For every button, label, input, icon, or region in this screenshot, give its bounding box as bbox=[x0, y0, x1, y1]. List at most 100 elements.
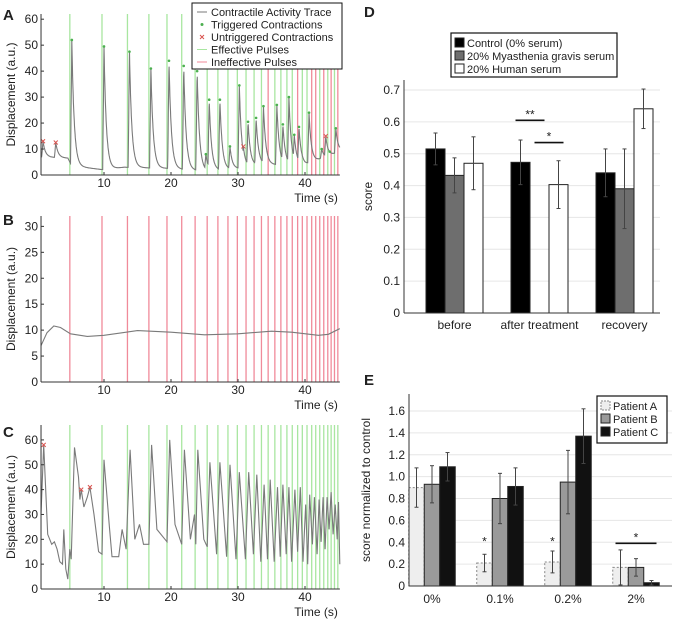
x-axis-label: Time (s) bbox=[294, 605, 338, 619]
legend-label: Untriggered Contractions bbox=[211, 32, 334, 44]
y-tick-label: 10 bbox=[25, 557, 39, 571]
bar bbox=[444, 174, 465, 314]
y-tick-label: 0 bbox=[31, 375, 38, 389]
legend: Control (0% serum)20% Myasthenia gravis … bbox=[450, 32, 618, 78]
legend-label: 20% Human serum bbox=[467, 64, 561, 76]
y-tick-label: 0.6 bbox=[388, 513, 405, 527]
panel-e: E 0 0.2 0.4 0.6 0.8 1.0 1.2 1.4 1.6 0% 0.1% 0.2% 2% * *… bbox=[359, 372, 672, 606]
x-tick-label: 40 bbox=[298, 176, 312, 190]
panel-letter: D bbox=[364, 4, 375, 21]
triggered-contraction-marker bbox=[334, 126, 338, 130]
y-tick-label: 0.6 bbox=[383, 115, 400, 129]
panel-letter: B bbox=[3, 212, 14, 229]
y-tick-label: 50 bbox=[25, 458, 39, 472]
bar bbox=[633, 108, 654, 314]
x-tick-label: 20 bbox=[164, 383, 178, 397]
panel-letter: E bbox=[364, 372, 374, 389]
y-axis-label: Displacement (a.u.) bbox=[4, 247, 18, 351]
untriggered-contraction-marker bbox=[323, 133, 329, 139]
y-tick-label: 1.2 bbox=[388, 448, 405, 462]
significance-marker: * bbox=[482, 534, 487, 548]
untriggered-contraction-marker bbox=[241, 144, 246, 149]
legend-label: Control (0% serum) bbox=[467, 38, 562, 50]
x-tick-label: 20 bbox=[164, 176, 178, 190]
significance-marker: * bbox=[550, 534, 555, 548]
triggered-contraction-marker bbox=[70, 38, 74, 42]
y-tick-label: 15 bbox=[25, 297, 39, 311]
legend-swatch bbox=[600, 413, 611, 424]
triggered-contraction-marker bbox=[246, 120, 250, 124]
significance-marker: * bbox=[634, 530, 639, 544]
x-axis-label: Time (s) bbox=[294, 191, 338, 205]
triggered-legend-icon bbox=[200, 23, 204, 26]
bar bbox=[425, 148, 446, 314]
category-label: 0.2% bbox=[554, 592, 582, 606]
legend-label: Effective Pulses bbox=[211, 45, 290, 57]
triggered-contraction-marker bbox=[307, 111, 311, 114]
x-tick-label: 10 bbox=[97, 590, 111, 604]
y-tick-label: 30 bbox=[25, 90, 39, 104]
y-tick-label: 10 bbox=[25, 142, 39, 156]
contractile-activity-trace bbox=[40, 439, 341, 580]
y-tick-label: 0 bbox=[31, 582, 38, 596]
y-tick-label: 60 bbox=[25, 433, 39, 447]
y-axis-label: Displacement (a.u.) bbox=[4, 455, 18, 559]
untriggered-legend-icon bbox=[199, 34, 205, 40]
y-tick-label: 60 bbox=[25, 12, 39, 26]
x-tick-label: 30 bbox=[231, 590, 245, 604]
x-tick-label: 30 bbox=[231, 176, 245, 190]
y-tick-label: 10 bbox=[25, 323, 39, 337]
untriggered-contraction-marker bbox=[41, 442, 47, 448]
triggered-contraction-marker bbox=[167, 59, 171, 63]
untriggered-contraction-marker bbox=[53, 140, 59, 145]
legend-box bbox=[191, 2, 343, 70]
y-tick-label: 5 bbox=[31, 349, 38, 363]
bar bbox=[476, 562, 493, 587]
y-tick-label: 40 bbox=[25, 64, 39, 78]
y-tick-label: 25 bbox=[25, 245, 39, 259]
triggered-contraction-marker bbox=[228, 145, 232, 148]
triggered-contraction-marker bbox=[297, 125, 301, 129]
y-tick-label: 0.1 bbox=[383, 274, 400, 288]
y-tick-label: 0.4 bbox=[388, 535, 405, 549]
triggered-contraction-marker bbox=[328, 150, 332, 153]
category-label: 2% bbox=[627, 592, 645, 606]
legend-label: 20% Myasthenia gravis serum bbox=[467, 51, 614, 63]
y-tick-label: 0.2 bbox=[388, 557, 405, 571]
y-tick-label: 50 bbox=[25, 38, 39, 52]
y-tick-label: 1.0 bbox=[388, 470, 405, 484]
legend-swatch bbox=[454, 37, 465, 48]
legend-label: Patient A bbox=[613, 401, 658, 413]
category-label: 0.1% bbox=[486, 592, 514, 606]
bar bbox=[439, 466, 456, 587]
significance-marker: ** bbox=[525, 107, 535, 121]
x-tick-label: 10 bbox=[97, 383, 111, 397]
triggered-contraction-marker bbox=[262, 104, 265, 108]
x-axis-label: Time (s) bbox=[294, 398, 338, 412]
y-tick-label: 40 bbox=[25, 483, 39, 497]
triggered-contraction-marker bbox=[195, 69, 199, 73]
panel-d: D 0 0.1 0.2 0.3 0.4 0.5 0.6 0.7 before after treat… bbox=[361, 4, 660, 332]
triggered-contraction-marker bbox=[207, 98, 211, 101]
untriggered-contraction-marker bbox=[78, 487, 84, 492]
y-tick-label: 0.2 bbox=[383, 242, 400, 256]
legend-swatch bbox=[600, 400, 611, 411]
triggered-contraction-marker bbox=[128, 50, 131, 53]
y-tick-label: 0 bbox=[393, 306, 400, 320]
y-tick-label: 20 bbox=[25, 271, 39, 285]
legend-label: Ineffective Pulses bbox=[211, 57, 298, 69]
y-tick-label: 1.6 bbox=[388, 404, 405, 418]
category-label: recovery bbox=[601, 318, 647, 332]
y-axis-label: Displacement (a.u.) bbox=[4, 42, 18, 146]
untriggered-contraction-marker bbox=[87, 484, 93, 490]
bar bbox=[544, 561, 561, 587]
triggered-contraction-marker bbox=[292, 133, 296, 137]
y-tick-label: 20 bbox=[25, 116, 39, 130]
panel-letter: C bbox=[3, 424, 14, 441]
